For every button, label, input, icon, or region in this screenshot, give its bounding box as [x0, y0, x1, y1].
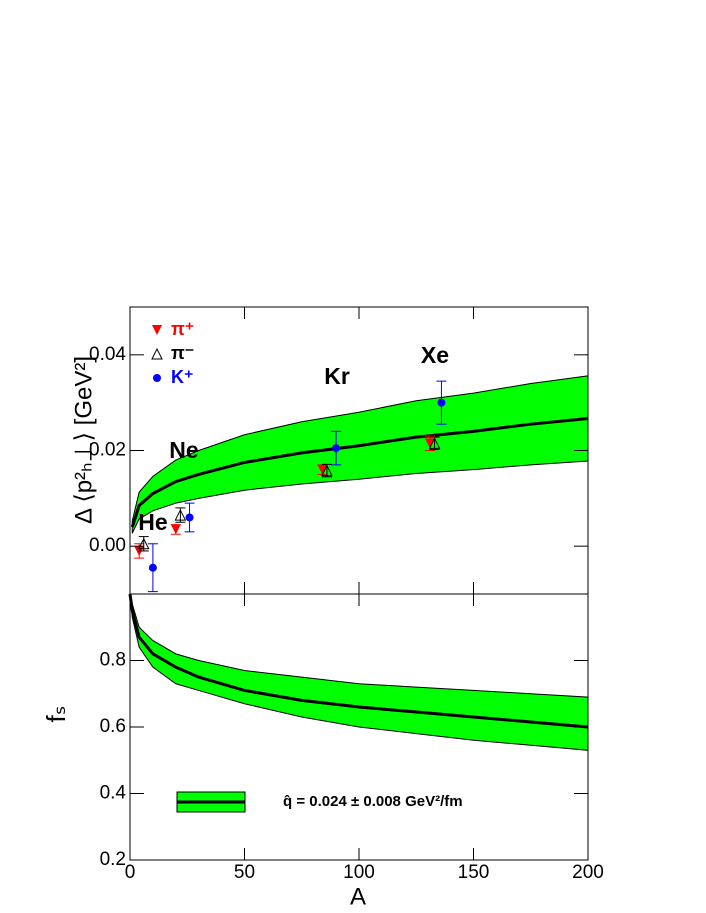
data-point — [170, 524, 181, 535]
nucleus-label: Ne — [169, 437, 198, 463]
data-point — [317, 464, 328, 475]
y-tick-label: 0.8 — [100, 650, 126, 671]
y-tick-label: 0.02 — [89, 440, 126, 461]
data-point — [174, 508, 187, 521]
data-point — [437, 398, 446, 407]
data-point — [148, 563, 157, 572]
x-axis-label: A — [350, 883, 366, 910]
x-tick-label: 150 — [458, 862, 490, 883]
y-tick-label: 0.4 — [100, 783, 127, 804]
y-tick-label: 0.6 — [100, 716, 126, 737]
data-point — [332, 444, 341, 453]
uncertainty-band — [131, 375, 589, 534]
legend-label: q̂ = 0.024 ± 0.008 GeV²/fm — [283, 793, 463, 810]
legend-label: π⁺ — [171, 319, 194, 339]
uncertainty-band — [129, 593, 589, 751]
data-point — [321, 464, 333, 477]
data-point — [152, 325, 162, 335]
y-tick-label: 0.04 — [89, 344, 126, 365]
nucleus-label: Xe — [421, 342, 449, 368]
central-curve — [130, 416, 589, 528]
x-tick-label: 50 — [234, 862, 255, 883]
x-tick-label: 200 — [572, 862, 604, 883]
data-point — [424, 438, 435, 449]
nucleus-label: Kr — [324, 363, 350, 389]
nucleus-label: He — [138, 509, 167, 535]
data-point — [151, 347, 163, 360]
y-axis-label: Δ ⟨p²ₕ⊥⟩ [GeV²] — [70, 356, 97, 524]
data-point — [185, 513, 194, 522]
central-curve — [128, 593, 589, 729]
y-axis-label: fₛ — [41, 706, 71, 723]
data-point — [137, 537, 150, 550]
legend-label: π⁻ — [171, 343, 194, 363]
y-tick-label: 0.00 — [89, 535, 126, 556]
y-tick-label: 0.2 — [100, 849, 126, 870]
x-tick-label: 0 — [125, 862, 136, 883]
x-tick-label: 100 — [343, 862, 375, 883]
data-point — [428, 437, 441, 449]
legend-label: K⁺ — [171, 367, 194, 387]
data-point — [153, 374, 161, 382]
